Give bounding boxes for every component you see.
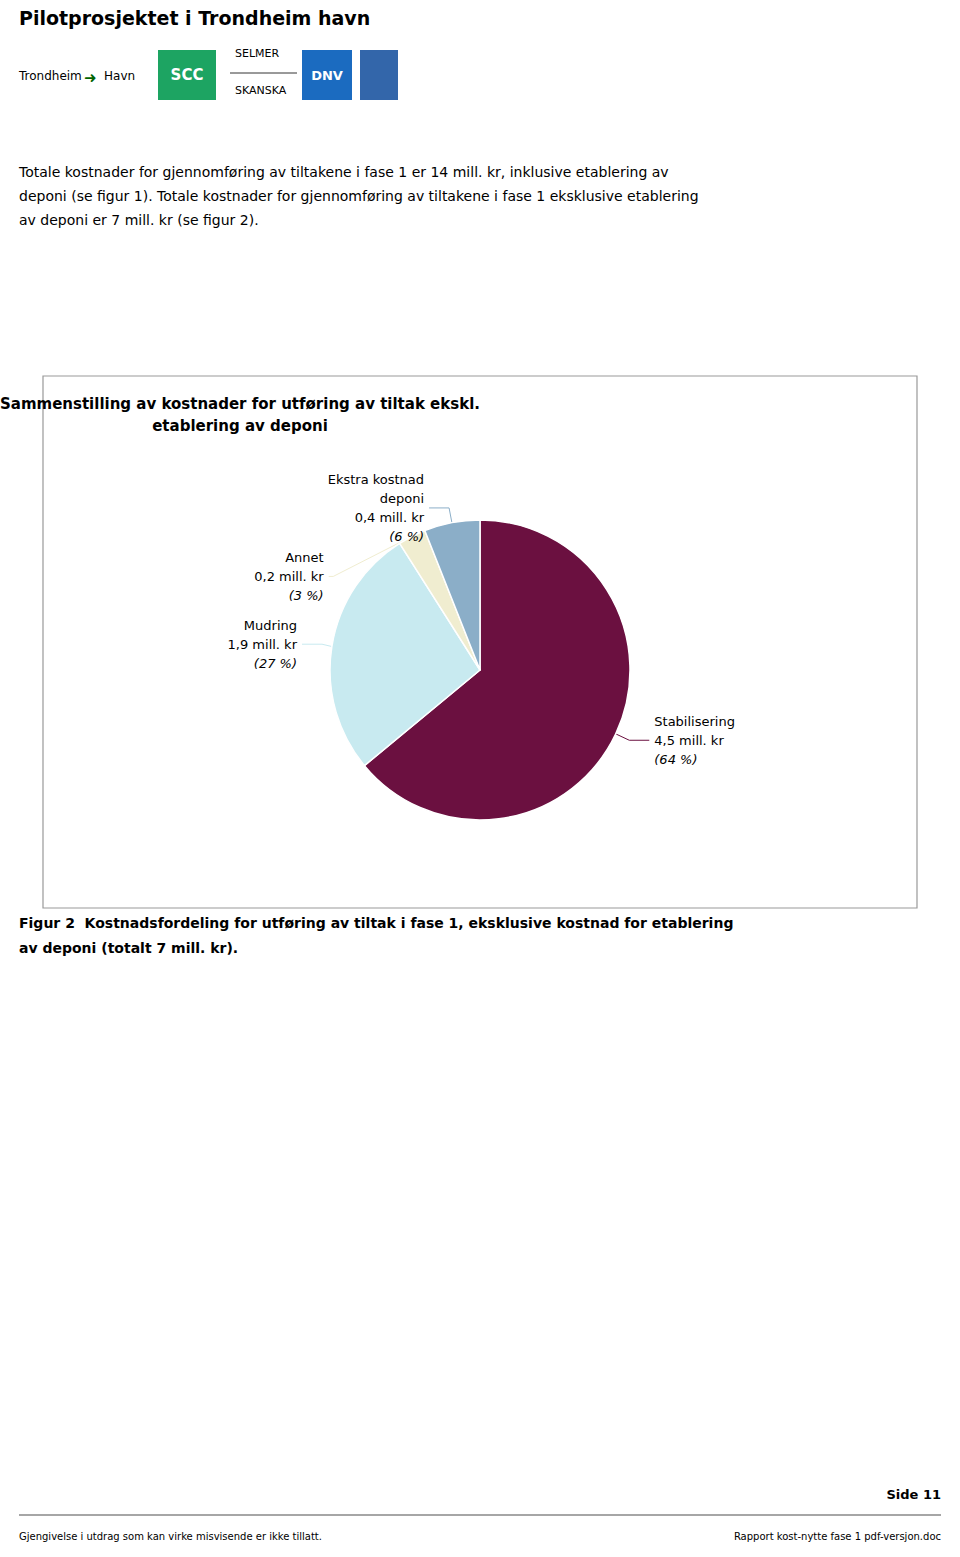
svg-text:Trondheim: Trondheim	[18, 69, 82, 83]
svg-text:Mudring: Mudring	[244, 618, 297, 633]
svg-text:SELMER: SELMER	[235, 47, 280, 60]
svg-text:Pilotprosjektet i Trondheim ha: Pilotprosjektet i Trondheim havn	[19, 7, 370, 29]
svg-text:deponi: deponi	[380, 491, 424, 506]
svg-text:(3 %): (3 %)	[289, 588, 324, 603]
svg-text:➜: ➜	[84, 69, 97, 87]
svg-text:av deponi (totalt 7 mill. kr).: av deponi (totalt 7 mill. kr).	[19, 940, 238, 956]
svg-text:etablering av deponi: etablering av deponi	[152, 417, 328, 435]
svg-text:Annet: Annet	[285, 550, 323, 565]
svg-text:0,4 mill. kr: 0,4 mill. kr	[355, 510, 425, 525]
svg-text:(6 %): (6 %)	[389, 529, 424, 544]
svg-text:4,5 mill. kr: 4,5 mill. kr	[654, 733, 724, 748]
svg-text:Havn: Havn	[104, 69, 135, 83]
svg-text:1,9 mill. kr: 1,9 mill. kr	[228, 637, 298, 652]
svg-text:SKANSKA: SKANSKA	[235, 84, 287, 97]
svg-text:0,2 mill. kr: 0,2 mill. kr	[254, 569, 324, 584]
svg-text:deponi (se figur 1). Totale ko: deponi (se figur 1). Totale kostnader fo…	[19, 188, 699, 204]
svg-text:Figur 2 Kostnadsfordeling for: Figur 2 Kostnadsfordeling for utføring a…	[19, 915, 733, 931]
svg-text:av deponi er 7 mill. kr (se fi: av deponi er 7 mill. kr (se figur 2).	[19, 212, 259, 228]
svg-text:Gjengivelse i utdrag som kan v: Gjengivelse i utdrag som kan virke misvi…	[19, 1531, 322, 1542]
svg-text:Stabilisering: Stabilisering	[654, 714, 735, 729]
svg-text:(64 %): (64 %)	[654, 752, 697, 767]
svg-text:Totale kostnader for gjennomfø: Totale kostnader for gjennomføring av ti…	[18, 164, 669, 180]
svg-text:Ekstra kostnad: Ekstra kostnad	[328, 472, 424, 487]
svg-text:(27 %): (27 %)	[254, 656, 297, 671]
svg-text:Side 11: Side 11	[886, 1487, 941, 1502]
svg-text:Rapport kost-nytte fase 1 pdf-: Rapport kost-nytte fase 1 pdf-versjon.do…	[734, 1531, 941, 1542]
svg-text:DNV: DNV	[311, 68, 343, 83]
svg-text:Sammenstilling av kostnader fo: Sammenstilling av kostnader for utføring…	[0, 395, 480, 413]
svg-text:SCC: SCC	[171, 66, 204, 84]
